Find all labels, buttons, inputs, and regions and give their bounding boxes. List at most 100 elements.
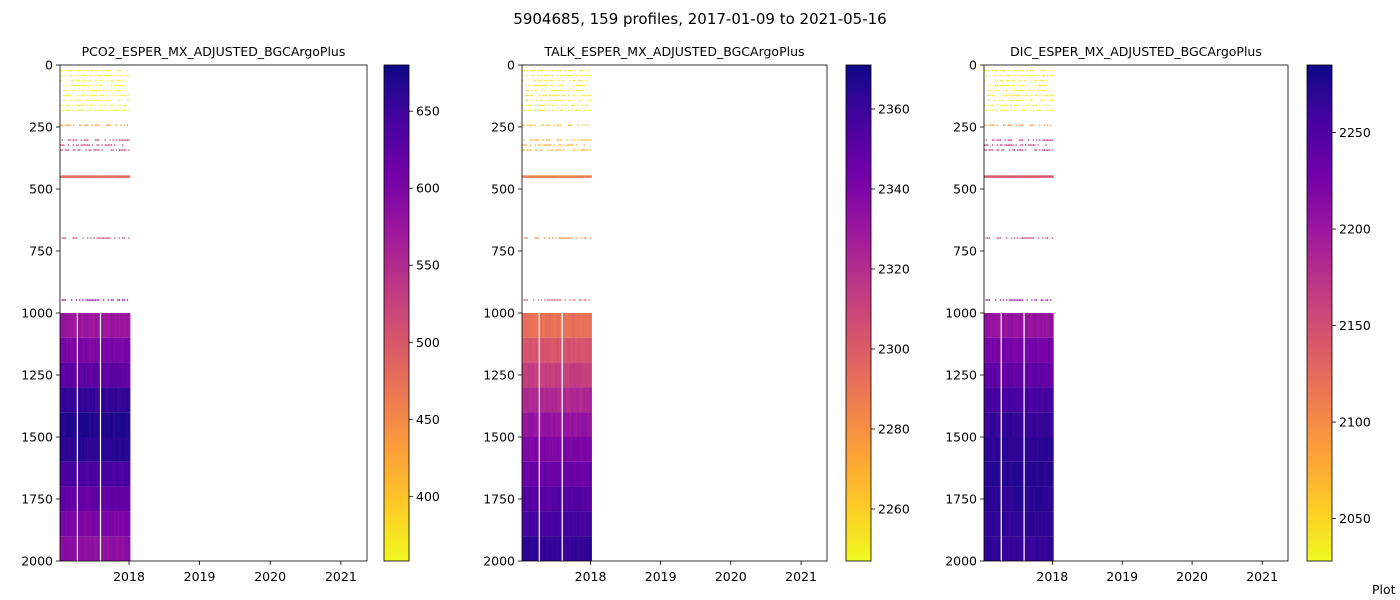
heatmap-cell	[1018, 94, 1020, 97]
heatmap-cell	[1006, 94, 1008, 97]
heatmap-cell	[542, 536, 545, 561]
heatmap-cell	[109, 175, 112, 178]
x-tick-label: 2021	[325, 569, 357, 584]
heatmap-cell	[586, 511, 589, 537]
heatmap-cell	[570, 89, 573, 92]
heatmap-cell	[575, 89, 577, 92]
heatmap-cell	[1035, 362, 1038, 388]
heatmap-cell	[589, 536, 592, 561]
heatmap-cell	[583, 362, 586, 388]
heatmap-cell	[1043, 69, 1046, 72]
heatmap-cell	[1024, 237, 1027, 239]
heatmap-cell	[117, 89, 119, 92]
heatmap-cell	[547, 412, 550, 437]
heatmap-cell	[531, 74, 533, 77]
heatmap-cell	[566, 387, 569, 413]
heatmap-cell	[115, 104, 117, 107]
heatmap-cell	[1045, 511, 1048, 537]
heatmap-cell	[83, 313, 86, 338]
heatmap-cell	[552, 299, 554, 301]
heatmap-cell	[75, 237, 78, 239]
heatmap-cell	[522, 149, 524, 151]
heatmap-cell	[115, 536, 118, 561]
heatmap-cell	[69, 175, 72, 178]
heatmap-cell	[115, 149, 117, 151]
heatmap-cell	[79, 337, 82, 363]
heatmap-cell	[83, 387, 86, 413]
heatmap-cell	[540, 175, 543, 178]
heatmap-cell	[550, 84, 552, 87]
heatmap-cell	[539, 94, 541, 97]
heatmap-cell	[540, 362, 543, 388]
heatmap-cell	[526, 461, 529, 487]
heatmap-cell	[109, 104, 111, 107]
heatmap-cell	[66, 89, 68, 92]
heatmap-cell	[96, 79, 98, 82]
heatmap-cell	[85, 99, 87, 102]
heatmap-cell	[575, 337, 578, 363]
heatmap-cell	[564, 89, 566, 92]
heatmap-cell	[555, 337, 558, 363]
heatmap-cell	[536, 175, 539, 178]
heatmap-cell	[988, 94, 990, 97]
heatmap-cell	[83, 139, 86, 141]
heatmap-cell	[67, 175, 70, 178]
heatmap-cells	[984, 69, 1054, 561]
heatmap-cell	[988, 313, 991, 338]
heatmap-cell	[993, 89, 995, 92]
heatmap-cell	[548, 313, 551, 338]
heatmap-cell	[1006, 144, 1008, 146]
heatmap-cell	[550, 79, 552, 82]
heatmap-cell	[575, 536, 578, 561]
heatmap-cell	[564, 237, 566, 239]
heatmap-cell	[118, 387, 121, 413]
heatmap-cell	[106, 144, 108, 146]
heatmap-cell	[109, 139, 111, 141]
heatmap-cell	[1037, 109, 1039, 112]
heatmap-cell	[539, 536, 542, 561]
heatmap-cell	[74, 536, 77, 561]
heatmap-cell	[544, 89, 546, 92]
heatmap-cell	[110, 437, 113, 462]
heatmap-cell	[1010, 109, 1013, 112]
heatmap-cell	[1045, 84, 1047, 87]
heatmap-cell	[544, 144, 546, 146]
heatmap-cell	[536, 412, 539, 437]
heatmap-cell	[533, 536, 536, 561]
heatmap-cell	[63, 175, 66, 178]
heatmap-cell	[120, 486, 123, 512]
heatmap-cell	[102, 437, 105, 462]
heatmap-cell	[529, 104, 532, 107]
heatmap-cell	[582, 124, 584, 126]
heatmap-cell	[991, 94, 994, 97]
heatmap-cell	[993, 74, 995, 77]
heatmap-cell	[542, 84, 544, 87]
heatmap-cell	[577, 84, 579, 87]
heatmap-cell	[567, 124, 570, 126]
heatmap-cell	[558, 362, 561, 388]
heatmap-cell	[88, 461, 91, 487]
heatmap-cell	[102, 511, 105, 537]
heatmap-cell	[1045, 486, 1048, 512]
heatmap-cell	[550, 486, 553, 512]
heatmap-cell	[1009, 461, 1012, 487]
heatmap-cell	[987, 104, 989, 107]
heatmap-cell	[569, 337, 572, 363]
heatmap-cell	[94, 104, 97, 107]
heatmap-cell	[93, 387, 96, 413]
heatmap-cell	[109, 412, 112, 437]
heatmap-cell	[80, 337, 83, 363]
heatmap-cell	[1040, 299, 1042, 301]
heatmap-cell	[104, 139, 106, 141]
heatmap-cell	[544, 313, 547, 338]
heatmap-cell	[539, 313, 542, 338]
heatmap-cell	[1047, 74, 1049, 77]
heatmap-cell	[522, 486, 524, 512]
heatmap-cell	[125, 313, 128, 338]
heatmap-cell	[82, 175, 85, 178]
heatmap-cell	[1029, 511, 1032, 537]
heatmap-cell	[528, 89, 530, 92]
heatmap-cell	[570, 74, 573, 77]
heatmap-cell	[98, 84, 100, 87]
heatmap-cell	[1026, 461, 1029, 487]
